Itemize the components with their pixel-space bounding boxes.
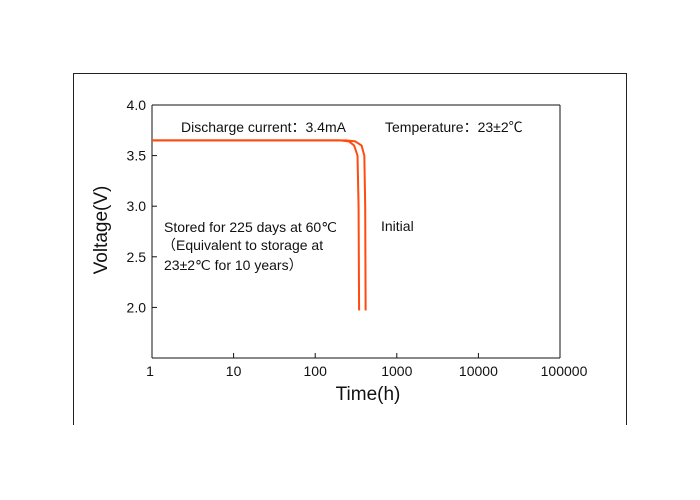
figure-frame	[73, 73, 627, 425]
x-axis-title: Time(h)	[336, 384, 401, 405]
initial-discharge-curve	[152, 139, 367, 311]
x-tick-label: 100000	[541, 363, 588, 379]
temperature-annotation: Temperature：23±2℃	[385, 119, 523, 135]
stored-annotation-line-3: 23±2℃ for 10 years）	[164, 257, 303, 273]
y-tick-label: 2.0	[127, 299, 147, 315]
x-tick-label: 1000	[381, 363, 412, 379]
discharge-current-annotation: Discharge current：3.4mA	[181, 119, 347, 135]
initial-annotation: Initial	[381, 218, 414, 234]
stored-annotation-line-2: （Equivalent to storage at	[162, 237, 323, 253]
y-tick-label: 4.0	[127, 97, 147, 113]
x-tick-label: 100	[304, 363, 328, 379]
y-tick-label: 3.0	[127, 198, 147, 214]
x-tick-label: 1	[146, 363, 154, 379]
y-tick-label: 2.5	[127, 249, 147, 265]
stored-annotation-line-1: Stored for 225 days at 60℃	[164, 219, 337, 235]
x-tick-label: 10	[226, 363, 242, 379]
y-axis-title: Voltage(V)	[91, 186, 112, 275]
y-tick-label: 3.5	[127, 148, 147, 164]
x-tick-label: 10000	[459, 363, 498, 379]
